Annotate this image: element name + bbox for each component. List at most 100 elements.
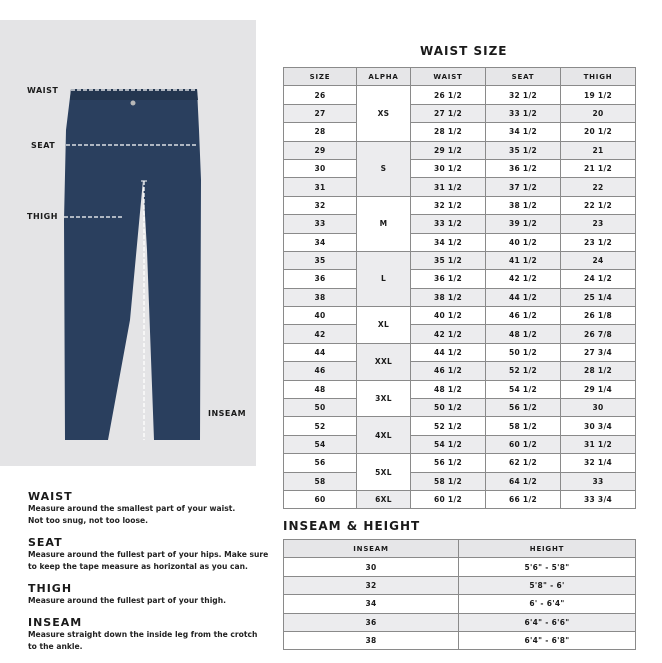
seat-cell: 32 1/2 bbox=[485, 85, 561, 105]
waist-cell: 30 1/2 bbox=[410, 158, 486, 179]
alpha-cell: 4XL bbox=[356, 416, 411, 455]
table-row: 31 31 1/2 37 1/2 22 bbox=[283, 177, 636, 197]
thigh-cell: 28 1/2 bbox=[560, 361, 636, 381]
thigh-cell: 31 1/2 bbox=[560, 434, 636, 455]
table-row: 30 30 1/2 36 1/2 21 1/2 bbox=[283, 158, 636, 179]
seat-cell: 48 1/2 bbox=[485, 324, 561, 344]
thigh-cell: 20 bbox=[560, 103, 636, 124]
waist-cell: 60 1/2 bbox=[410, 489, 486, 510]
inseam-label: INSEAM bbox=[208, 409, 247, 418]
thigh-cell: 19 1/2 bbox=[560, 85, 636, 105]
thigh-cell: 33 bbox=[560, 471, 636, 491]
seat-cell: 38 1/2 bbox=[485, 195, 561, 216]
seat-label: SEAT bbox=[31, 141, 56, 150]
waist-cell: 38 1/2 bbox=[410, 287, 486, 308]
waist-label: WAIST bbox=[27, 86, 59, 95]
header-thigh: THIGH bbox=[560, 66, 636, 87]
size-cell: 36 bbox=[283, 269, 357, 289]
header-seat: SEAT bbox=[485, 66, 561, 87]
height-cell: 6'4" - 6'6" bbox=[458, 612, 636, 632]
size-cell: 52 bbox=[283, 416, 357, 436]
size-cell: 58 bbox=[283, 471, 357, 491]
waist-cell: 52 1/2 bbox=[410, 416, 486, 436]
size-cell: 29 bbox=[283, 140, 357, 160]
header-alpha: ALPHA bbox=[356, 66, 411, 87]
seat-cell: 39 1/2 bbox=[485, 214, 561, 234]
alpha-cell: XL bbox=[356, 306, 411, 344]
guide-thigh: THIGH Measure around the fullest part of… bbox=[28, 582, 278, 607]
guide-text: Measure around the fullest part of your … bbox=[28, 550, 269, 571]
header-size: SIZE bbox=[283, 66, 357, 87]
table-row: 38 38 1/2 44 1/2 25 1/4 bbox=[283, 287, 636, 308]
table-row: 32 5'8" - 6' bbox=[283, 575, 636, 596]
seat-cell: 58 1/2 bbox=[485, 416, 561, 436]
size-cell: 28 bbox=[283, 122, 357, 142]
alpha-cell: 3XL bbox=[356, 379, 411, 418]
waist-cell: 58 1/2 bbox=[410, 471, 486, 491]
thigh-cell: 25 1/4 bbox=[560, 287, 636, 308]
seat-cell: 37 1/2 bbox=[485, 177, 561, 197]
alpha-cell: M bbox=[356, 195, 411, 252]
height-cell: 6'4" - 6'8" bbox=[458, 630, 636, 651]
alpha-cell: 5XL bbox=[356, 453, 411, 491]
seat-cell: 64 1/2 bbox=[485, 471, 561, 491]
size-cell: 38 bbox=[283, 287, 357, 308]
waist-cell: 36 1/2 bbox=[410, 269, 486, 289]
waist-cell: 54 1/2 bbox=[410, 434, 486, 455]
table-row: 46 46 1/2 52 1/2 28 1/2 bbox=[283, 361, 636, 381]
inseam-cell: 38 bbox=[283, 630, 459, 651]
waist-cell: 56 1/2 bbox=[410, 453, 486, 473]
thigh-cell: 32 1/4 bbox=[560, 453, 636, 473]
size-cell: 35 bbox=[283, 250, 357, 271]
seat-cell: 66 1/2 bbox=[485, 489, 561, 510]
seat-cell: 50 1/2 bbox=[485, 342, 561, 363]
size-cell: 40 bbox=[283, 306, 357, 326]
waist-cell: 50 1/2 bbox=[410, 398, 486, 418]
waist-cell: 44 1/2 bbox=[410, 342, 486, 363]
table-row: 28 28 1/2 34 1/2 20 1/2 bbox=[283, 122, 636, 142]
height-cell: 6' - 6'4" bbox=[458, 594, 636, 614]
size-cell: 32 bbox=[283, 195, 357, 216]
alpha-cell: S bbox=[356, 140, 411, 197]
header-height: HEIGHT bbox=[458, 538, 636, 559]
seat-cell: 60 1/2 bbox=[485, 434, 561, 455]
jeans-illustration bbox=[64, 89, 201, 440]
table-row: 27 27 1/2 33 1/2 20 bbox=[283, 103, 636, 124]
thigh-cell: 21 1/2 bbox=[560, 158, 636, 179]
size-cell: 33 bbox=[283, 214, 357, 234]
thigh-cell: 20 1/2 bbox=[560, 122, 636, 142]
size-cell: 44 bbox=[283, 342, 357, 363]
waist-cell: 26 1/2 bbox=[410, 85, 486, 105]
size-cell: 42 bbox=[283, 324, 357, 344]
waist-size-title: WAIST SIZE bbox=[420, 44, 508, 58]
thigh-cell: 26 7/8 bbox=[560, 324, 636, 344]
thigh-cell: 23 1/2 bbox=[560, 232, 636, 252]
table-row: 35 L 35 1/2 41 1/2 24 bbox=[283, 250, 636, 308]
size-cell: 30 bbox=[283, 158, 357, 179]
jeans-diagram: WAIST SEAT THIGH INSEAM bbox=[0, 20, 256, 466]
height-cell: 5'8" - 6' bbox=[458, 575, 636, 596]
thigh-cell: 21 bbox=[560, 140, 636, 160]
alpha-cell: XXL bbox=[356, 342, 411, 381]
waist-size-table: SIZE ALPHA WAIST SEAT THIGH 26 XS 26 1/2 32… bbox=[283, 66, 636, 510]
table-row: 42 42 1/2 48 1/2 26 7/8 bbox=[283, 324, 636, 344]
guide-text: Measure straight down the inside leg fro… bbox=[28, 630, 258, 651]
size-cell: 26 bbox=[283, 85, 357, 105]
inseam-cell: 34 bbox=[283, 594, 459, 614]
table-row: 40 XL 40 1/2 46 1/2 26 1/8 bbox=[283, 306, 636, 344]
waist-cell: 32 1/2 bbox=[410, 195, 486, 216]
seat-cell: 35 1/2 bbox=[485, 140, 561, 160]
alpha-cell: 6XL bbox=[356, 489, 411, 510]
table-row: 34 34 1/2 40 1/2 23 1/2 bbox=[283, 232, 636, 252]
size-cell: 56 bbox=[283, 453, 357, 473]
seat-cell: 34 1/2 bbox=[485, 122, 561, 142]
inseam-cell: 36 bbox=[283, 612, 459, 632]
size-cell: 50 bbox=[283, 398, 357, 418]
table-row: 36 6'4" - 6'6" bbox=[283, 612, 636, 632]
thigh-cell: 29 1/4 bbox=[560, 379, 636, 400]
header-waist: WAIST bbox=[410, 66, 486, 87]
waist-cell: 33 1/2 bbox=[410, 214, 486, 234]
seat-cell: 42 1/2 bbox=[485, 269, 561, 289]
table-row: 30 5'6" - 5'8" bbox=[283, 557, 636, 577]
seat-cell: 40 1/2 bbox=[485, 232, 561, 252]
